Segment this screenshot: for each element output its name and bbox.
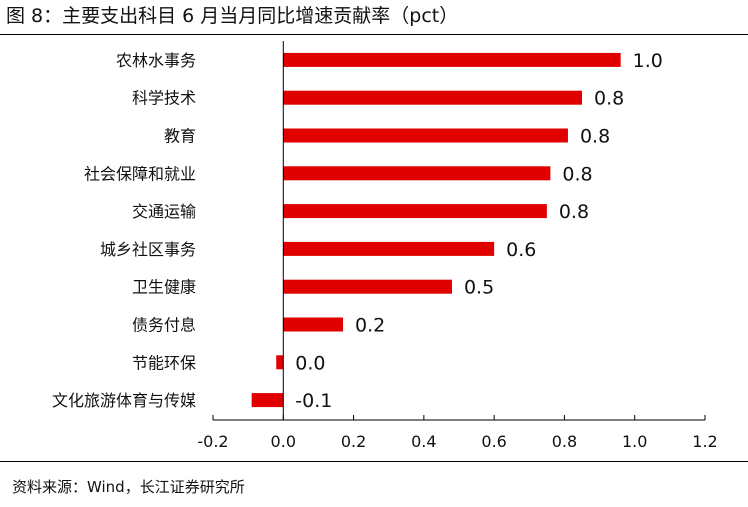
bar — [283, 128, 568, 143]
data-label: 0.2 — [355, 315, 385, 337]
x-tick-label: 1.2 — [692, 432, 717, 451]
x-tick-label: 0.4 — [411, 432, 436, 451]
category-label: 卫生健康 — [132, 278, 196, 297]
data-label: 0.8 — [580, 126, 610, 148]
x-tick-label: 1.0 — [622, 432, 647, 451]
category-label: 节能环保 — [132, 353, 196, 372]
x-tick-label: 0.8 — [552, 432, 577, 451]
category-label: 社会保障和就业 — [84, 164, 196, 183]
data-label: 0.6 — [506, 239, 536, 261]
x-tick-label: 0.0 — [271, 432, 296, 451]
x-tick-label: -0.2 — [197, 432, 228, 451]
data-label: 0.8 — [559, 201, 589, 223]
bar — [283, 279, 452, 294]
figure-title: 图 8：主要支出科目 6 月当月同比增速贡献率（pct） — [6, 5, 459, 27]
bar — [283, 166, 551, 181]
category-label: 城乡社区事务 — [100, 240, 196, 259]
data-label: 0.5 — [464, 277, 494, 299]
data-label: 0.0 — [295, 352, 325, 374]
source-note: 资料来源：Wind，长江证券研究所 — [12, 478, 245, 496]
x-tick-label: 0.2 — [341, 432, 366, 451]
bar — [276, 355, 284, 370]
category-label: 教育 — [164, 127, 196, 146]
bar-chart: 1.0 农林水事务 0.8 科学技术 0.8 教育 0.8 社会保障和就业 0.8 交通运输 0.6… — [52, 41, 718, 451]
bar — [283, 90, 582, 105]
bar — [283, 204, 547, 219]
category-label: 农林水事务 — [116, 51, 196, 70]
data-label: -0.1 — [295, 390, 332, 412]
x-tick-label: 0.6 — [481, 432, 506, 451]
bar — [283, 52, 621, 67]
data-label: 1.0 — [633, 50, 663, 72]
category-label: 交通运输 — [132, 202, 196, 221]
category-label: 文化旅游体育与传媒 — [52, 391, 196, 410]
bar — [283, 317, 344, 332]
category-label: 科学技术 — [132, 89, 196, 108]
bar — [283, 241, 495, 256]
data-label: 0.8 — [562, 163, 592, 185]
title-divider — [0, 34, 748, 35]
source-divider — [0, 461, 748, 462]
data-label: 0.8 — [594, 88, 624, 110]
bar — [251, 393, 284, 408]
category-label: 债务付息 — [132, 316, 196, 335]
